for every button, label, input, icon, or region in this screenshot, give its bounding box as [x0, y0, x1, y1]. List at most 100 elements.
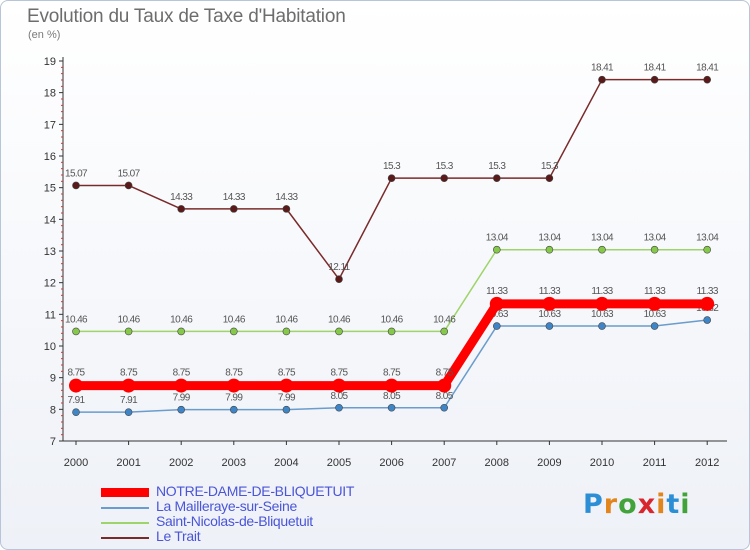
data-point-la-mailleraye-sur-seine — [387, 403, 396, 412]
y-tick-label: 17 — [44, 119, 56, 131]
data-point-saint-nicolas-de-bliquetuit — [230, 327, 238, 336]
legend-label: Le Trait — [156, 528, 201, 544]
data-point-notre-dame-de-bliquetuit — [69, 378, 83, 393]
y-tick-label: 15 — [44, 183, 56, 195]
data-point-le-trait — [598, 75, 606, 84]
data-point-la-mailleraye-sur-seine — [492, 322, 501, 330]
x-tick-label: 2007 — [432, 457, 456, 469]
y-tick-label: 18 — [44, 88, 56, 100]
data-point-notre-dame-de-bliquetuit — [489, 296, 504, 311]
data-point-saint-nicolas-de-bliquetuit — [440, 327, 449, 336]
data-label-la-mailleraye-sur-seine: 7.99 — [173, 393, 191, 404]
data-point-notre-dame-de-bliquetuit — [647, 296, 662, 311]
logo-letter: t — [666, 489, 681, 520]
data-label-le-trait: 18.41 — [591, 63, 614, 74]
data-point-la-mailleraye-sur-seine — [230, 405, 238, 414]
x-tick-label: 2000 — [64, 457, 88, 469]
y-tick-label: 12 — [44, 278, 56, 290]
unit-label: (en %) — [28, 29, 61, 41]
data-label-saint-nicolas-de-bliquetuit: 10.46 — [65, 314, 88, 325]
data-point-la-mailleraye-sur-seine — [703, 316, 712, 324]
data-label-le-trait: 14.33 — [170, 192, 193, 203]
data-label-la-mailleraye-sur-seine: 7.99 — [278, 393, 296, 404]
data-label-le-trait: 15.3 — [541, 161, 559, 172]
data-label-le-trait: 15.3 — [436, 161, 454, 172]
logo-letter: r — [603, 489, 619, 520]
data-label-le-trait: 15.3 — [488, 161, 506, 172]
data-label-le-trait: 12.11 — [328, 262, 350, 273]
data-point-saint-nicolas-de-bliquetuit — [650, 245, 659, 254]
data-label-notre-dame-de-bliquetuit: 11.33 — [486, 286, 508, 297]
legend-label: NOTRE-DAME-DE-BLIQUETUIT — [156, 483, 355, 499]
legend-swatch — [101, 537, 149, 539]
legend-swatch — [101, 488, 149, 497]
data-label-saint-nicolas-de-bliquetuit: 13.04 — [486, 233, 509, 244]
data-point-saint-nicolas-de-bliquetuit — [282, 327, 291, 336]
data-label-notre-dame-de-bliquetuit: 8.75 — [120, 368, 138, 379]
data-point-notre-dame-de-bliquetuit — [174, 378, 189, 393]
data-label-la-mailleraye-sur-seine: 10.63 — [644, 309, 667, 320]
data-point-saint-nicolas-de-bliquetuit — [387, 327, 396, 336]
data-label-le-trait: 15.07 — [65, 168, 88, 179]
data-label-la-mailleraye-sur-seine: 10.63 — [538, 309, 561, 320]
data-point-saint-nicolas-de-bliquetuit — [335, 327, 343, 336]
data-point-la-mailleraye-sur-seine — [335, 403, 343, 412]
data-label-le-trait: 14.33 — [223, 192, 246, 203]
data-point-le-trait — [72, 181, 80, 190]
data-label-saint-nicolas-de-bliquetuit: 10.46 — [433, 314, 456, 325]
x-tick-label: 2010 — [590, 457, 614, 469]
data-label-saint-nicolas-de-bliquetuit: 10.46 — [118, 314, 141, 325]
data-label-notre-dame-de-bliquetuit: 8.75 — [173, 368, 191, 379]
data-point-le-trait — [703, 75, 712, 84]
data-point-la-mailleraye-sur-seine — [598, 322, 606, 330]
data-point-le-trait — [177, 205, 185, 213]
data-label-saint-nicolas-de-bliquetuit: 13.04 — [644, 233, 667, 244]
logo-letter: i — [656, 489, 667, 520]
y-tick-label: 8 — [50, 404, 56, 416]
data-point-saint-nicolas-de-bliquetuit — [598, 245, 606, 254]
data-point-la-mailleraye-sur-seine — [282, 405, 291, 414]
logo-letter: o — [618, 489, 638, 520]
data-label-le-trait: 18.41 — [696, 63, 719, 74]
data-label-saint-nicolas-de-bliquetuit: 13.04 — [538, 233, 561, 244]
data-point-la-mailleraye-sur-seine — [545, 322, 554, 330]
data-point-la-mailleraye-sur-seine — [177, 405, 185, 414]
logo-letter: P — [583, 489, 604, 520]
data-point-notre-dame-de-bliquetuit — [437, 378, 452, 393]
data-label-notre-dame-de-bliquetuit: 8.75 — [383, 368, 401, 379]
proxiti-logo: Proxiti — [583, 489, 691, 520]
data-label-la-mailleraye-sur-seine: 7.99 — [225, 393, 243, 404]
data-point-le-trait — [387, 174, 396, 182]
data-point-saint-nicolas-de-bliquetuit — [492, 245, 501, 254]
x-tick-label: 2001 — [116, 457, 140, 469]
data-label-le-trait: 15.07 — [118, 168, 141, 179]
data-point-le-trait — [545, 174, 554, 182]
data-point-saint-nicolas-de-bliquetuit — [124, 327, 133, 336]
data-point-le-trait — [650, 75, 659, 84]
data-point-le-trait — [492, 174, 501, 182]
data-point-notre-dame-de-bliquetuit — [542, 296, 557, 311]
data-point-notre-dame-de-bliquetuit — [595, 296, 609, 311]
data-point-saint-nicolas-de-bliquetuit — [72, 327, 80, 336]
data-label-notre-dame-de-bliquetuit: 11.33 — [697, 286, 719, 297]
y-tick-label: 13 — [44, 246, 56, 258]
legend-label: La Mailleraye-sur-Seine — [156, 498, 297, 514]
y-tick-label: 7 — [50, 436, 56, 448]
x-tick-label: 2004 — [274, 457, 298, 469]
data-label-saint-nicolas-de-bliquetuit: 10.46 — [223, 314, 246, 325]
y-tick-label: 16 — [44, 151, 56, 163]
x-tick-label: 2005 — [327, 457, 351, 469]
y-tick-label: 11 — [45, 309, 56, 321]
data-label-saint-nicolas-de-bliquetuit: 10.46 — [328, 314, 351, 325]
data-label-le-trait: 15.3 — [383, 161, 401, 172]
data-point-notre-dame-de-bliquetuit — [226, 378, 241, 393]
y-tick-label: 9 — [50, 373, 56, 385]
x-tick-label: 2006 — [379, 457, 403, 469]
data-label-saint-nicolas-de-bliquetuit: 10.46 — [381, 314, 404, 325]
data-point-le-trait — [335, 275, 343, 283]
data-label-la-mailleraye-sur-seine: 8.05 — [436, 391, 454, 402]
data-point-notre-dame-de-bliquetuit — [700, 296, 715, 311]
data-point-le-trait — [282, 205, 291, 213]
data-point-notre-dame-de-bliquetuit — [121, 378, 136, 393]
